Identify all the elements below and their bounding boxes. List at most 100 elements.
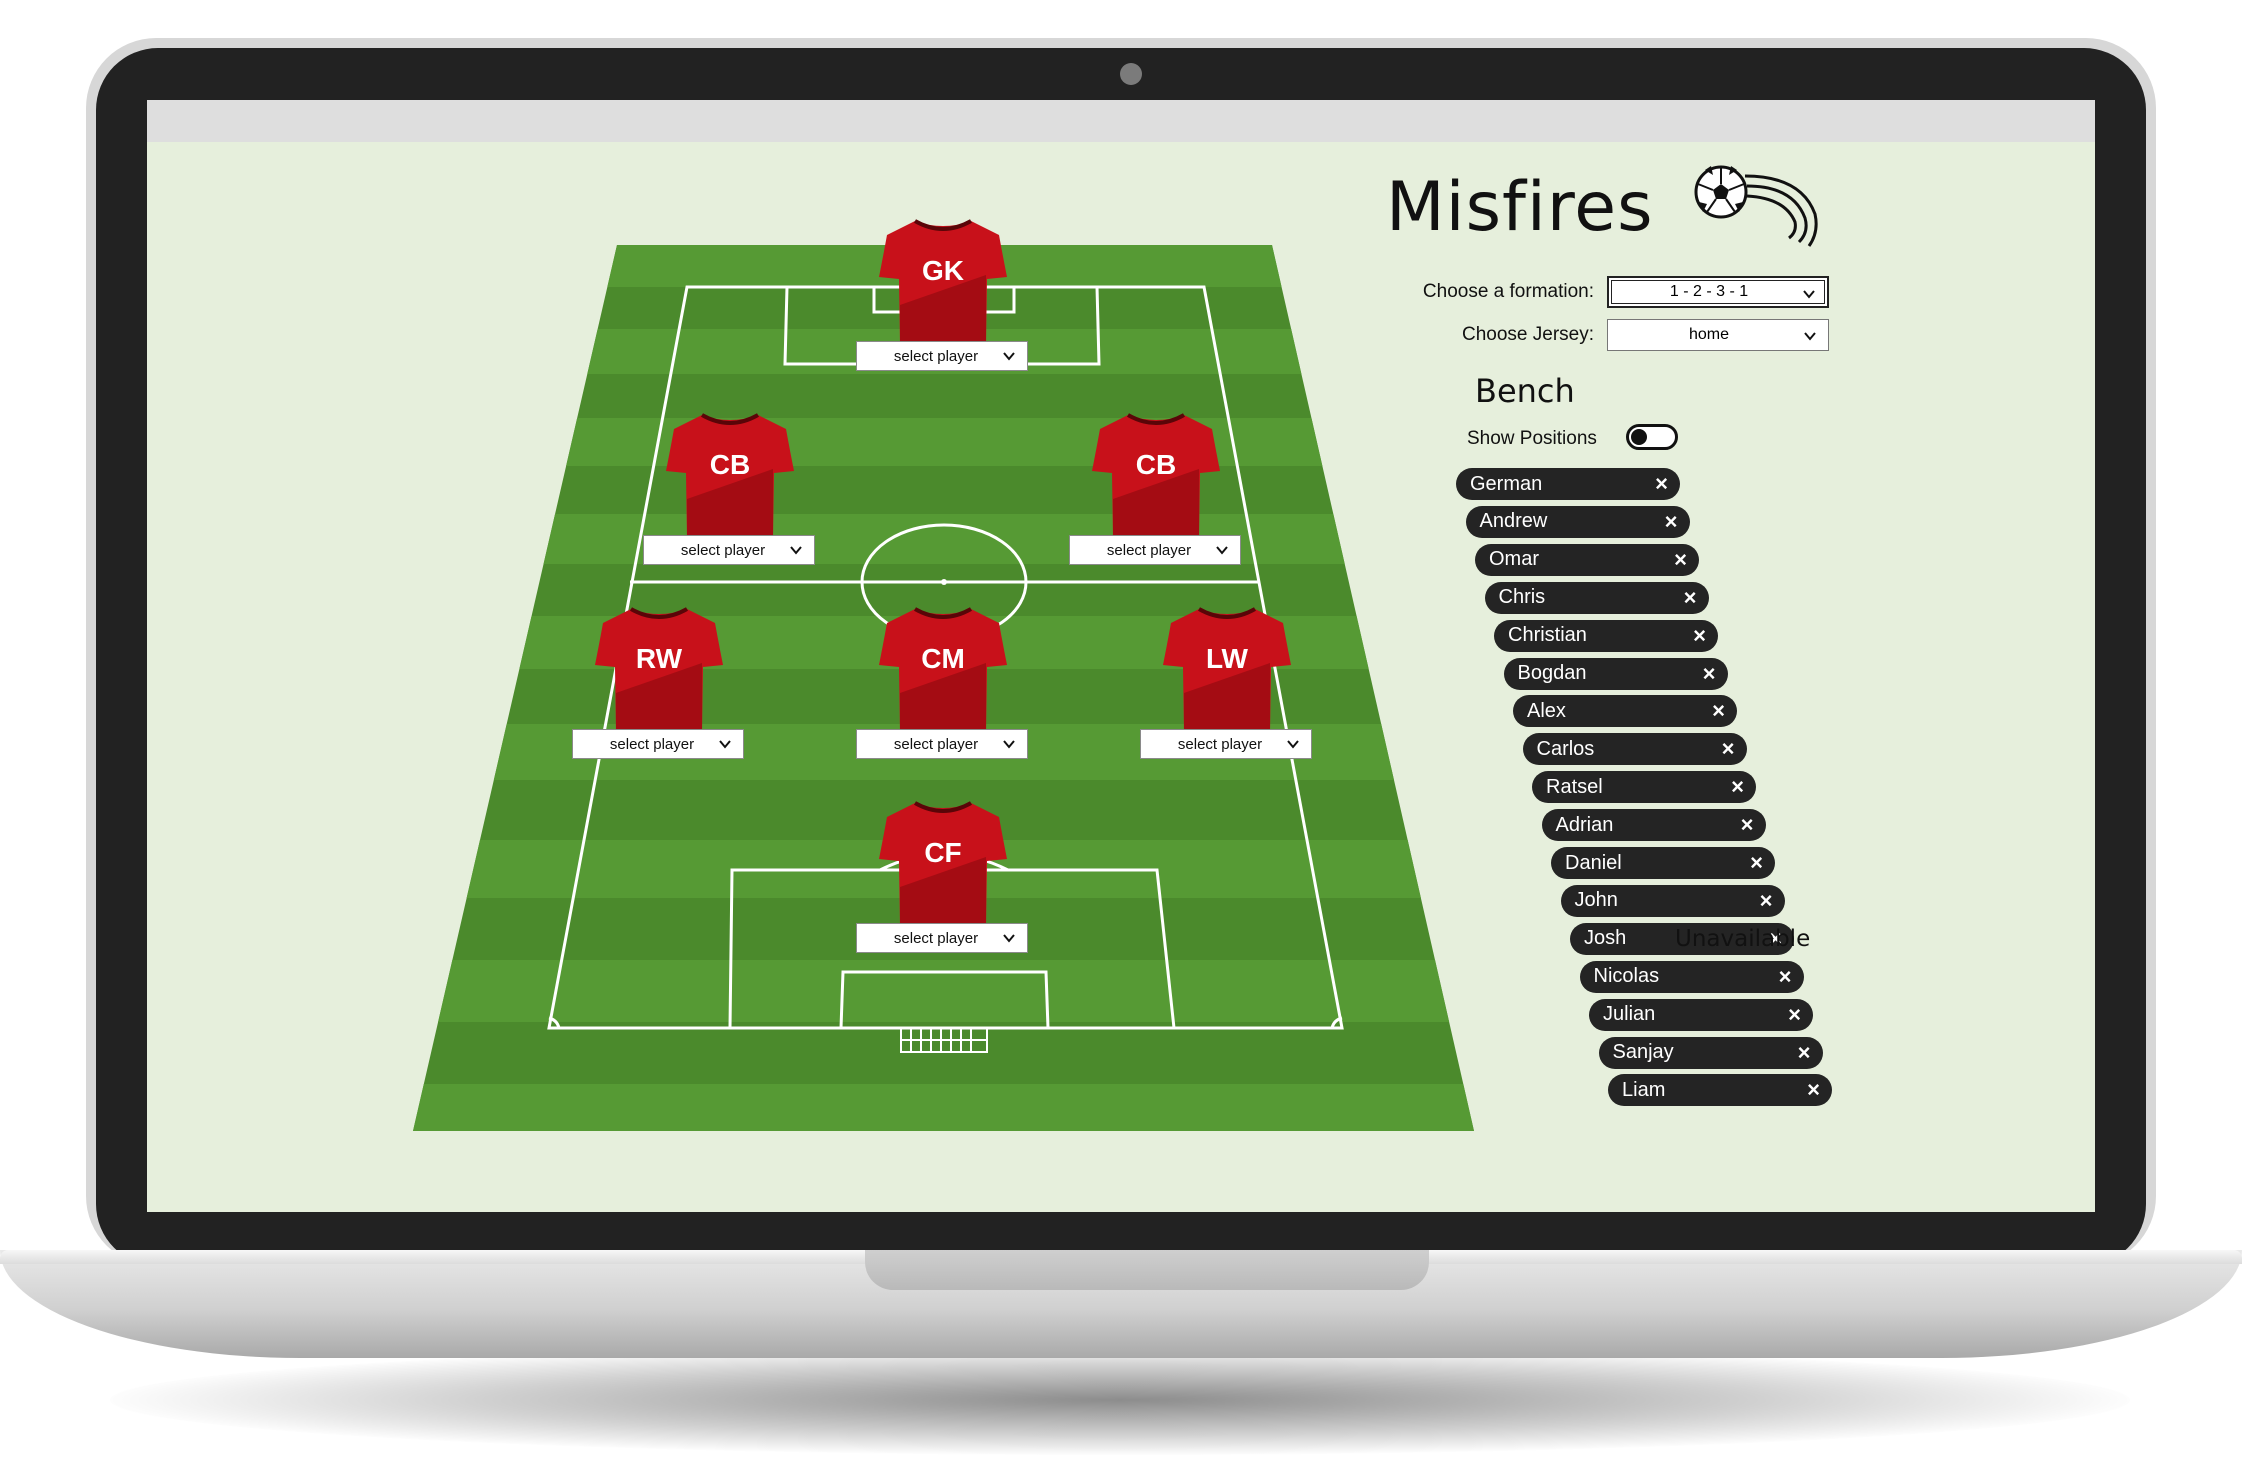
close-icon[interactable]: × bbox=[1655, 471, 1668, 496]
bench-player-name: Sanjay bbox=[1612, 1041, 1674, 1063]
pitch bbox=[413, 245, 1474, 1131]
unavailable-zone[interactable]: Unavailable bbox=[1675, 926, 1811, 952]
bench-player-name: Chris bbox=[1498, 586, 1546, 609]
position-label: CF bbox=[924, 837, 962, 868]
chevron-down-icon bbox=[1804, 332, 1816, 341]
toggle-knob bbox=[1631, 429, 1647, 445]
close-icon[interactable]: × bbox=[1788, 1001, 1801, 1027]
player-slot-cb-right: CB select player bbox=[1066, 411, 1246, 581]
bench-player-name: Carlos bbox=[1536, 737, 1595, 760]
close-icon[interactable]: × bbox=[1759, 887, 1773, 913]
bench-player-chip[interactable]: Julian × bbox=[1589, 998, 1813, 1031]
jersey-label: Choose Jersey: bbox=[1461, 324, 1594, 345]
bench-player-name: Julian bbox=[1603, 1003, 1656, 1026]
player-slot-rw: RW select player bbox=[569, 605, 749, 775]
player-select[interactable]: select player bbox=[856, 923, 1028, 953]
chevron-down-icon bbox=[790, 546, 802, 555]
position-label: CB bbox=[1135, 449, 1177, 480]
jersey-icon bbox=[1163, 607, 1291, 733]
jersey-icon bbox=[879, 607, 1007, 733]
webcam bbox=[1120, 63, 1142, 85]
player-select[interactable]: select player bbox=[643, 535, 815, 565]
formation-label: Choose a formation: bbox=[1422, 281, 1594, 302]
browser-bar bbox=[147, 100, 2095, 142]
player-select[interactable]: select player bbox=[1140, 729, 1312, 759]
player-select[interactable]: select player bbox=[856, 341, 1028, 371]
close-icon[interactable]: × bbox=[1664, 508, 1678, 534]
bench-player-name: Christian bbox=[1508, 624, 1587, 647]
bench-player-chip[interactable]: Andrew × bbox=[1465, 505, 1690, 538]
player-select[interactable]: select player bbox=[1069, 535, 1241, 565]
close-icon[interactable]: × bbox=[1769, 925, 1782, 951]
position-label: RW bbox=[635, 643, 683, 674]
close-icon[interactable]: × bbox=[1712, 698, 1725, 724]
laptop-notch bbox=[865, 1250, 1429, 1290]
bench-player-name: Nicolas bbox=[1593, 965, 1660, 988]
chevron-down-icon bbox=[1003, 934, 1015, 943]
bench-player-name: Liam bbox=[1622, 1078, 1666, 1101]
bench-player-chip[interactable]: Carlos × bbox=[1522, 733, 1747, 766]
player-slot-cb-left: CB select player bbox=[640, 411, 820, 581]
bench-title: Bench bbox=[1475, 372, 1575, 410]
close-icon[interactable]: × bbox=[1674, 546, 1687, 572]
close-icon[interactable]: × bbox=[1807, 1077, 1820, 1103]
bench-player-chip[interactable]: Bogdan × bbox=[1503, 657, 1728, 690]
position-label: CB bbox=[709, 449, 751, 480]
bench-player-chip[interactable]: Sanjay × bbox=[1598, 1036, 1823, 1069]
chevron-down-icon bbox=[1803, 290, 1815, 299]
close-icon[interactable]: × bbox=[1731, 774, 1744, 800]
bench-player-name: Daniel bbox=[1565, 851, 1622, 874]
bench-player-chip[interactable]: Josh × bbox=[1570, 922, 1794, 955]
bench-player-chip[interactable]: Adrian × bbox=[1541, 809, 1766, 842]
bench-player-chip[interactable]: Chris × bbox=[1484, 581, 1709, 614]
chevron-down-icon bbox=[719, 740, 731, 749]
bench-player-name: German bbox=[1470, 472, 1543, 495]
bench-player-chip[interactable]: German × bbox=[1456, 468, 1680, 500]
chevron-down-icon bbox=[1003, 740, 1015, 749]
laptop-shadow bbox=[110, 1345, 2130, 1455]
close-icon[interactable]: × bbox=[1693, 622, 1706, 648]
soccer-ball-icon bbox=[1694, 165, 1818, 247]
close-icon[interactable]: × bbox=[1750, 850, 1763, 875]
player-slot-cm: CM select player bbox=[853, 605, 1033, 775]
bench-player-chip[interactable]: John × bbox=[1560, 884, 1785, 917]
close-icon[interactable]: × bbox=[1683, 584, 1697, 610]
app-title: Misfires bbox=[1386, 168, 1654, 247]
player-slot-lw: LW select player bbox=[1137, 605, 1317, 775]
bench-player-name: Omar bbox=[1489, 548, 1539, 571]
chevron-down-icon bbox=[1003, 352, 1015, 361]
bench-player-chip[interactable]: Daniel × bbox=[1551, 847, 1775, 879]
close-icon[interactable]: × bbox=[1702, 660, 1716, 686]
position-label: LW bbox=[1206, 643, 1248, 674]
bench-player-name: Adrian bbox=[1555, 813, 1614, 836]
screen: GK select player CB select player CB sel… bbox=[147, 100, 2095, 1212]
close-icon[interactable]: × bbox=[1778, 963, 1792, 989]
show-positions-label: Show Positions bbox=[1467, 428, 1597, 449]
chevron-down-icon bbox=[1216, 546, 1228, 555]
close-icon[interactable]: × bbox=[1797, 1039, 1811, 1065]
bench-player-name: Bogdan bbox=[1517, 662, 1587, 684]
jersey-select[interactable]: home bbox=[1607, 319, 1829, 351]
jersey-icon bbox=[879, 801, 1007, 927]
bench-player-chip[interactable]: Ratsel × bbox=[1532, 771, 1756, 804]
bench-player-name: Ratsel bbox=[1546, 775, 1603, 798]
bench-player-chip[interactable]: Nicolas × bbox=[1579, 960, 1804, 993]
jersey-icon bbox=[879, 219, 1007, 345]
jersey-icon bbox=[595, 607, 723, 733]
player-select[interactable]: select player bbox=[572, 729, 744, 759]
jersey-icon bbox=[666, 413, 794, 539]
bench-player-name: Alex bbox=[1527, 699, 1566, 722]
close-icon[interactable]: × bbox=[1740, 812, 1754, 838]
bench-player-chip[interactable]: Liam × bbox=[1608, 1074, 1832, 1107]
bench-player-chip[interactable]: Omar × bbox=[1475, 543, 1699, 576]
jersey-icon bbox=[1092, 413, 1220, 539]
player-select[interactable]: select player bbox=[856, 729, 1028, 759]
bench-player-chip[interactable]: Alex × bbox=[1513, 695, 1737, 728]
position-label: GK bbox=[922, 255, 964, 286]
bench-player-chip[interactable]: Christian × bbox=[1494, 619, 1718, 652]
bench-player-name: John bbox=[1574, 889, 1618, 912]
show-positions-toggle[interactable] bbox=[1626, 424, 1678, 450]
bench-player-name: Josh bbox=[1584, 927, 1627, 950]
close-icon[interactable]: × bbox=[1721, 736, 1735, 762]
formation-select[interactable]: 1 - 2 - 3 - 1 bbox=[1607, 276, 1829, 308]
